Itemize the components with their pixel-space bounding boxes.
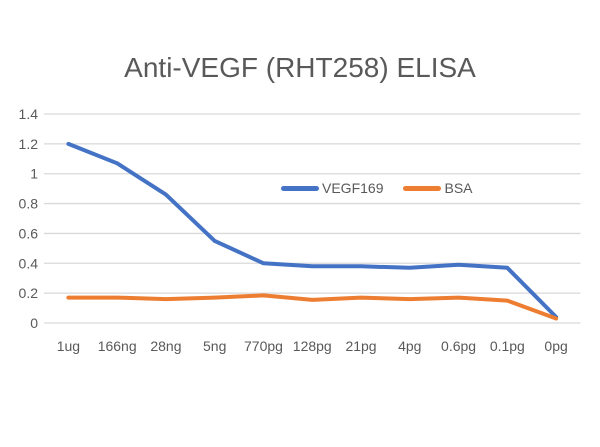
legend-line-swatch-vegf169 [281, 185, 319, 191]
legend-label-vegf169: VEGF169 [322, 180, 384, 196]
series-line-vegf169 [66, 141, 559, 319]
x-axis-tick-label: 1ug [57, 338, 80, 354]
x-axis-tick-label: 0.1pg [490, 338, 525, 354]
y-axis-tick-label: 0.2 [19, 285, 39, 301]
y-axis-tick-label: 0.4 [19, 255, 39, 271]
series-line-bsa [66, 293, 559, 321]
x-axis-tick-label: 5ng [203, 338, 226, 354]
x-axis-tick-label: 770pg [244, 338, 283, 354]
chart-legend: VEGF169 BSA [281, 180, 473, 196]
legend-item-vegf169: VEGF169 [281, 180, 383, 196]
y-axis-tick-label: 0.8 [19, 196, 39, 212]
x-axis-tick-label: 0.6pg [441, 338, 476, 354]
chart-title: Anti-VEGF (RHT258) ELISA [124, 52, 476, 83]
x-axis-tick-label: 4pg [398, 338, 421, 354]
x-axis-tick-label: 28ng [150, 338, 181, 354]
x-axis-tick-label: 166ng [98, 338, 137, 354]
legend-label-bsa: BSA [444, 180, 473, 196]
y-axis-tick-label: 0 [30, 315, 38, 331]
y-axis-tick-label: 1 [30, 166, 38, 182]
x-axis-tick-label: 128pg [293, 338, 332, 354]
x-axis-tick-label: 21pg [345, 338, 376, 354]
x-axis-tick-label: 0pg [544, 338, 567, 354]
y-axis-tick-label: 0.6 [19, 225, 39, 241]
y-axis-tick-label: 1.4 [19, 106, 39, 122]
legend-item-bsa: BSA [403, 180, 473, 196]
legend-line-swatch-bsa [403, 185, 442, 191]
y-axis-tick-label: 1.2 [19, 136, 39, 152]
